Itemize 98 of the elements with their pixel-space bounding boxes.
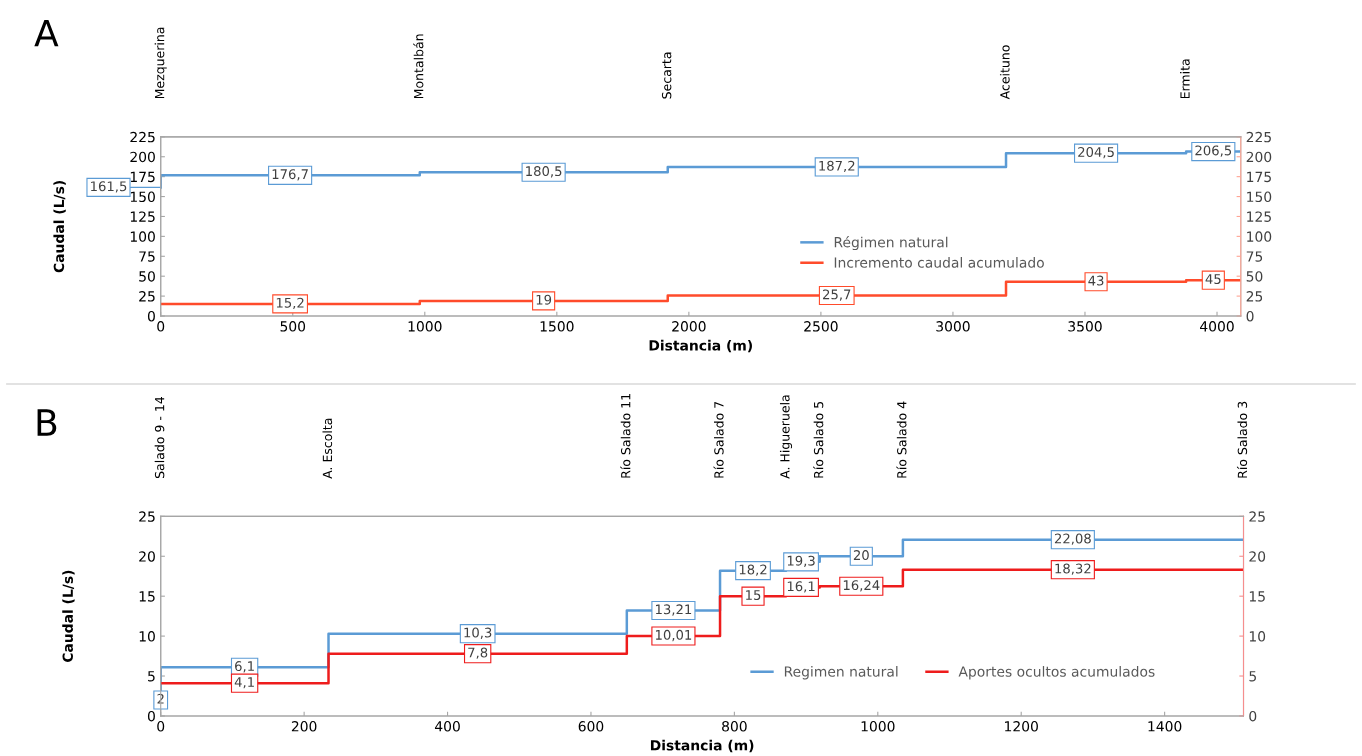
text: Río Salado 5 [813,401,824,478]
x-tick-label: 1000 [861,721,895,732]
annotation: 20 [853,550,869,561]
y-tick-label: 125 [130,211,155,222]
y2-tick-label: 225 [1246,131,1271,143]
text: Aceituno [999,45,1010,100]
x-tick-label: 3500 [1068,321,1102,332]
y-tick-label: 5 [148,671,155,682]
text: Ermita [1180,59,1190,99]
y2-tick-label: 50 [1246,271,1263,282]
y-tick-label: 100 [130,231,155,242]
legend-label: Aportes ocultos acumulados [958,666,1155,680]
annotation: 10,01 [655,629,692,642]
y-tick-label: 175 [130,171,155,183]
y2-tick-label: 25 [1249,511,1265,522]
text: Río Salado 3 [1236,401,1248,478]
x-tick-label: 0 [157,721,165,732]
y-tick-label: 10 [139,631,155,642]
annotation: 18,2 [739,564,767,576]
annotation: 16,24 [843,580,880,592]
x-tick-label: 3000 [936,321,970,332]
y-tick-label: 25 [139,511,155,522]
annotation: 206,5 [1195,145,1232,157]
x-tick-label: 4000 [1200,321,1234,332]
text: A. Escolta [322,418,333,479]
y2-tick-label: 0 [1246,310,1254,322]
legend-label: Incremento caudal acumulado [834,257,1044,268]
y-tick-label: 75 [139,251,155,262]
y2-tick-label: 0 [1249,710,1257,722]
y-tick-label: 50 [139,271,155,282]
annotation: 161,5 [91,181,127,193]
x-tick-label: 500 [280,321,306,332]
annotation: 204,5 [1078,147,1114,159]
y-tick-label: 0 [147,710,155,722]
y2-tick-label: 20 [1249,551,1266,562]
chart-title: B [37,409,57,436]
annotation: 25,7 [823,289,851,301]
x-axis-title: Distancia (m) [650,739,754,753]
annotation: 19 [536,294,552,305]
y2-tick-label: 150 [1247,191,1272,203]
y2-tick-label: 100 [1247,231,1272,242]
y-axis-title: Caudal (L/s) [53,180,66,273]
annotation: 2 [157,693,164,704]
annotation: 22,08 [1054,533,1091,545]
annotation: 187,2 [819,160,855,173]
y2-tick-label: 175 [1247,171,1271,183]
text: Mezquerina [154,27,167,99]
x-tick-label: 1500 [540,321,574,332]
x-tick-label: 200 [291,721,317,732]
y2-tick-label: 10 [1249,631,1266,642]
legend-label: Regimen natural [784,666,898,680]
y-tick-label: 150 [130,191,155,203]
x-axis-title: Distancia (m) [649,339,752,353]
annotation: 4,1 [234,677,254,689]
x-tick-label: 1200 [1005,721,1038,732]
x-tick-label: 0 [157,321,165,332]
chart-title: A [34,20,59,47]
annotation: 13,21 [655,604,692,616]
y-tick-label: 25 [139,291,155,302]
text: Secarta [661,52,672,99]
y-tick-label: 15 [139,591,155,602]
annotation: 176,7 [272,169,308,181]
text: Río Salado 7 [713,401,724,478]
annotation: 18,32 [1055,563,1091,575]
text: Montalbán [413,34,424,99]
y-tick-label: 0 [147,310,155,322]
text: Río Salado 11 [620,394,631,478]
y-tick-label: 225 [130,131,155,143]
x-tick-label: 2500 [804,321,838,332]
text: Río Salado 4 [896,401,907,478]
text: A. Higueruela [779,395,793,479]
y2-tick-label: 75 [1246,251,1263,262]
annotation: 15,2 [276,297,304,310]
annotation: 19,3 [787,555,815,568]
annotation: 10,3 [464,627,492,639]
text: Salado 9 - 14 [154,396,165,479]
annotation: 180,5 [526,166,562,178]
annotation: 16,1 [787,581,815,593]
y-tick-label: 200 [130,151,155,163]
y2-tick-label: 200 [1246,151,1272,163]
x-tick-label: 400 [434,721,460,732]
annotation: 43 [1088,275,1104,286]
annotation: 45 [1205,274,1221,284]
y2-tick-label: 15 [1249,591,1265,602]
x-tick-label: 800 [722,721,747,732]
annotation: 15 [746,590,761,601]
annotation: 7,8 [468,647,488,659]
x-tick-label: 2000 [672,321,706,332]
y2-tick-label: 25 [1246,291,1263,302]
annotation: 6,1 [235,661,254,673]
x-tick-label: 1000 [408,321,442,332]
y2-tick-label: 125 [1247,211,1271,222]
x-tick-label: 600 [578,721,604,732]
y-axis-title: Caudal (L/s) [62,570,75,663]
legend-label: Régimen natural [834,236,948,251]
x-tick-label: 1400 [1148,721,1182,732]
y-tick-label: 20 [139,551,155,562]
y2-tick-label: 5 [1249,671,1256,682]
